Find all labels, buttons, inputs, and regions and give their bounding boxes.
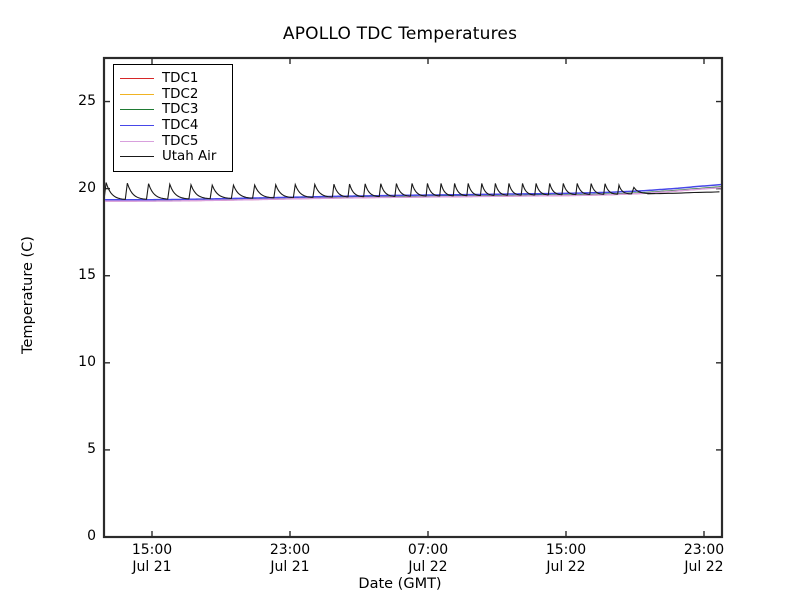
- x-axis-label: Date (GMT): [358, 576, 442, 592]
- chart-title: APOLLO TDC Temperatures: [282, 24, 518, 44]
- legend-item-tdc5[interactable]: TDC5: [120, 133, 225, 149]
- y-tick-label: 5: [87, 440, 96, 457]
- legend-color-swatch: [120, 156, 154, 158]
- y-axis-label: Temperature (C): [20, 236, 36, 354]
- x-tick-label: 07:00 Jul 22: [368, 542, 488, 576]
- y-tick-label: 20: [78, 179, 96, 196]
- legend-color-swatch: [120, 125, 154, 127]
- x-tick-date: Jul 21: [132, 559, 172, 575]
- legend-item-utah-air[interactable]: Utah Air: [120, 149, 225, 165]
- legend-color-swatch: [120, 78, 154, 80]
- legend-item-tdc4[interactable]: TDC4: [120, 118, 225, 134]
- x-tick-date: Jul 22: [546, 559, 586, 575]
- y-tick-label: 15: [78, 266, 96, 283]
- x-tick-label: 23:00 Jul 22: [644, 542, 764, 576]
- legend-color-swatch: [120, 140, 154, 142]
- y-tick-label: 25: [78, 92, 96, 109]
- x-tick-date: Jul 21: [270, 559, 310, 575]
- legend-color-swatch: [120, 93, 154, 95]
- x-tick-time: 23:00: [683, 542, 725, 558]
- legend-item-label: Utah Air: [162, 149, 217, 165]
- series-line-tdc4: [105, 183, 721, 201]
- y-tick-label: 10: [78, 353, 96, 370]
- y-axis-label-wrapper: Temperature (C): [0, 0, 40, 600]
- data-series-group: [105, 182, 721, 202]
- legend-item-label: TDC3: [162, 102, 199, 118]
- axis-ticks: [104, 58, 722, 538]
- legend-color-swatch: [120, 109, 154, 111]
- x-tick-time: 23:00: [269, 542, 311, 558]
- legend-item-tdc3[interactable]: TDC3: [120, 102, 225, 118]
- x-tick-time: 15:00: [545, 542, 587, 558]
- legend-item-label: TDC4: [162, 118, 199, 134]
- series-line-utah-air: [105, 182, 720, 200]
- legend-item-tdc2[interactable]: TDC2: [120, 87, 225, 103]
- x-tick-label: 15:00 Jul 21: [92, 542, 212, 576]
- x-tick-label: 15:00 Jul 22: [506, 542, 626, 576]
- y-tick-label: 0: [87, 528, 96, 544]
- x-tick-label: 23:00 Jul 21: [230, 542, 350, 576]
- x-tick-date: Jul 22: [684, 559, 724, 575]
- legend-item-tdc1[interactable]: TDC1: [120, 71, 225, 87]
- x-tick-time: 07:00: [407, 542, 449, 558]
- x-tick-date: Jul 22: [408, 559, 448, 575]
- legend-item-label: TDC2: [162, 86, 199, 102]
- series-line-tdc5: [105, 186, 721, 202]
- x-tick-time: 15:00: [131, 542, 173, 558]
- legend-item-label: TDC1: [162, 71, 199, 87]
- chart-legend: TDC1 TDC2 TDC3 TDC4 TDC5 Utah Air: [113, 64, 233, 172]
- legend-item-label: TDC5: [162, 133, 199, 149]
